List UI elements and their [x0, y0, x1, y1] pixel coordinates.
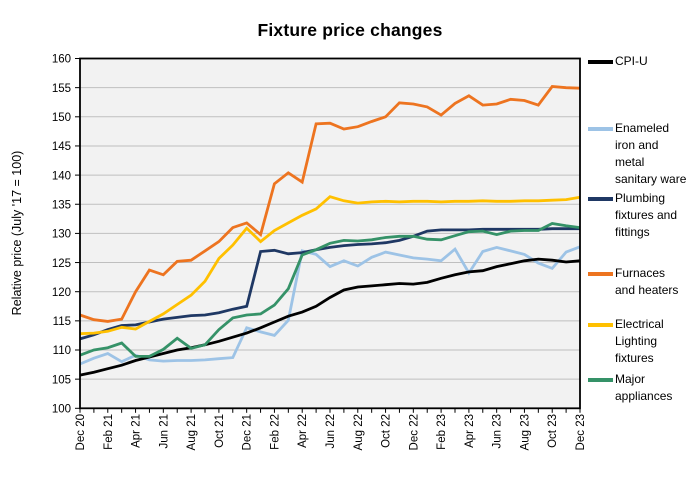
legend-item-furnaces-and-heaters: Furnaces and heaters: [588, 265, 688, 299]
legend: CPI-U Enameled iron and metal sanitary wa…: [588, 0, 700, 483]
svg-text:115: 115: [53, 316, 71, 328]
svg-text:130: 130: [52, 229, 71, 241]
svg-text:110: 110: [53, 345, 71, 357]
enameled-iron-and-metal-sanitary-ware-swatch-line: [588, 127, 613, 131]
series-line-furnaces-and-heaters: [79, 85, 581, 323]
plumbing-fixtures-and-fittings-swatch-line: [588, 197, 613, 201]
major-appliances-swatch-line: [588, 378, 613, 382]
svg-text:155: 155: [52, 83, 71, 95]
svg-text:160: 160: [52, 54, 71, 66]
svg-text:Oct 21: Oct 21: [214, 414, 226, 448]
legend-item-cpi-u: CPI-U: [588, 53, 688, 70]
axis-ticks: [75, 58, 581, 413]
svg-text:Aug 21: Aug 21: [186, 414, 198, 450]
legend-item-major-appliances: Major appliances: [588, 371, 688, 405]
legend-label: CPI-U: [615, 54, 648, 68]
legend-item-enameled-iron-and-metal-sanitary-ware: Enameled iron and metal sanitary ware: [588, 120, 688, 188]
svg-text:Dec 21: Dec 21: [242, 414, 254, 450]
legend-label: Plumbing fixtures and fittings: [615, 191, 678, 239]
svg-text:140: 140: [52, 170, 71, 182]
svg-text:Oct 22: Oct 22: [381, 414, 393, 448]
legend-item-plumbing-fixtures-and-fittings: Plumbing fixtures and fittings: [588, 190, 688, 241]
svg-text:105: 105: [52, 374, 71, 386]
svg-text:Apr 22: Apr 22: [297, 414, 309, 448]
svg-text:135: 135: [52, 199, 71, 211]
svg-text:120: 120: [52, 287, 71, 299]
svg-text:Feb 22: Feb 22: [269, 414, 281, 450]
series-line-plumbing-fixtures-and-fittings: [79, 227, 580, 341]
series-line-cpi-u: [79, 257, 581, 377]
legend-item-electrical-lighting-fixtures: Electrical Lighting fixtures: [588, 316, 688, 367]
legend-label: Enameled iron and metal sanitary ware: [615, 121, 687, 186]
svg-text:Feb 21: Feb 21: [103, 414, 115, 450]
svg-text:100: 100: [52, 404, 71, 416]
svg-text:150: 150: [52, 112, 71, 124]
svg-text:Dec 20: Dec 20: [75, 414, 87, 450]
svg-text:125: 125: [52, 258, 71, 270]
svg-text:Jun 21: Jun 21: [158, 414, 170, 449]
svg-text:Apr 23: Apr 23: [464, 414, 476, 448]
svg-text:Jun 23: Jun 23: [492, 414, 504, 449]
svg-text:Aug 23: Aug 23: [519, 414, 531, 450]
furnaces-and-heaters-swatch-line: [588, 272, 613, 276]
svg-text:Oct 23: Oct 23: [547, 414, 559, 448]
legend-label: Major appliances: [615, 372, 673, 403]
gridlines: [80, 87, 580, 380]
cpi-u-swatch-line: [588, 60, 613, 64]
series-line-major-appliances: [79, 222, 581, 358]
electrical-lighting-fixtures-swatch-line: [588, 323, 613, 327]
svg-text:Jun 22: Jun 22: [325, 414, 337, 449]
svg-text:Feb 23: Feb 23: [436, 414, 448, 450]
svg-text:Dec 23: Dec 23: [575, 414, 587, 450]
series-line-enameled-iron-and-metal-sanitary-ware: [79, 245, 581, 366]
legend-label: Furnaces and heaters: [615, 266, 679, 297]
x-axis-labels: Dec 20 Feb 21 Apr 21 Jun 21 Aug 21 Oct 21 Dec …: [75, 414, 587, 450]
chart-title: Fixture price changes: [257, 20, 443, 40]
y-axis-labels: 100 105 110 115 120 125 130 135 140 145 150 155 160: [52, 54, 71, 416]
series-line-electrical-lighting-fixtures: [79, 195, 581, 336]
svg-text:Dec 22: Dec 22: [408, 414, 420, 450]
legend-label: Electrical Lighting fixtures: [615, 317, 664, 365]
svg-text:145: 145: [52, 141, 71, 153]
svg-text:Apr 21: Apr 21: [131, 414, 143, 448]
svg-text:Aug 22: Aug 22: [353, 414, 365, 450]
